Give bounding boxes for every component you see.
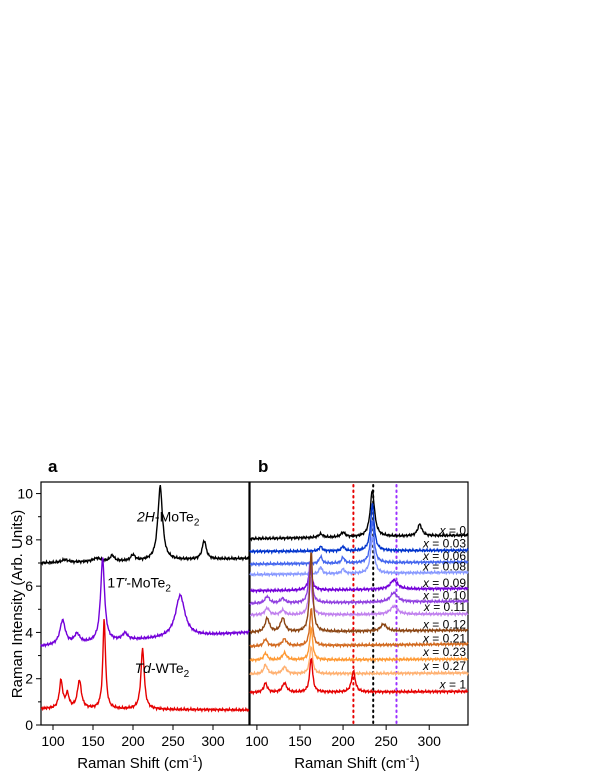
y-axis-label: Raman Intensity (Arb. Units)	[9, 510, 26, 698]
x-tick-label: 100	[245, 733, 269, 749]
panel-a-x-axis-label: Raman Shift (cm-1)	[77, 754, 203, 772]
series-line-12	[249, 657, 469, 696]
y-tick-label: 0	[25, 717, 33, 733]
series-line-6	[249, 561, 469, 607]
composition-label-5: x = 0.09	[422, 576, 466, 590]
composition-label-3: x = 0.06	[422, 549, 466, 563]
panel-a-curves	[40, 484, 250, 713]
composition-label-12: x = 1	[439, 678, 467, 692]
x-tick-label: 100	[41, 733, 65, 749]
panel-a-frame	[40, 481, 250, 726]
series-line-1	[249, 488, 469, 542]
x-tick-label: 200	[121, 733, 145, 749]
series-label-3: Td-WTe2	[135, 660, 190, 680]
series-line-7	[249, 576, 469, 618]
panel-b-series-labels: x = 0x = 0.03x = 0.06x = 0.08x = 0.09x =…	[422, 524, 466, 692]
panel-a-series-labels: 2H-MoTe2 1T'-MoTe2 Td-WTe2	[107, 508, 199, 680]
y-tick-label: 8	[25, 532, 33, 548]
composition-label-9: x = 0.21	[422, 631, 466, 645]
x-tick-label: 250	[161, 733, 185, 749]
panel-a-y-ticks: 0 2 4 6 8 10	[17, 486, 41, 733]
x-tick-label: 300	[201, 733, 225, 749]
panel-a-xlabel-sup: -1	[189, 754, 198, 765]
panel-b: b x = 0x = 0.03x = 0.06x = 0.08x = 0.09x…	[245, 457, 469, 772]
series-line-10	[249, 625, 469, 664]
series-line-5	[249, 568, 469, 594]
composition-label-2: x = 0.03	[422, 536, 466, 550]
composition-label-4: x = 0.08	[422, 560, 466, 574]
series-line-4	[249, 535, 469, 578]
composition-label-7: x = 0.11	[423, 600, 466, 614]
panel-a-x-ticks: 100 150 200 250 300	[41, 725, 225, 749]
x-tick-label: 250	[374, 733, 398, 749]
series-line-8	[249, 552, 469, 635]
composition-label-10: x = 0.23	[422, 645, 466, 659]
series-label-1: 2H-MoTe2	[136, 508, 200, 528]
x-tick-label: 150	[81, 733, 105, 749]
composition-label-11: x = 0.27	[422, 659, 466, 673]
y-tick-label: 6	[25, 578, 33, 594]
series-line-2	[249, 503, 469, 555]
series-line-3	[249, 520, 469, 568]
panel-b-x-axis-label: Raman Shift (cm-1)	[294, 754, 420, 772]
y-tick-label: 2	[25, 671, 33, 687]
x-tick-label: 150	[288, 733, 312, 749]
series-label-2: 1T'-MoTe2	[107, 574, 171, 594]
series-line-11	[249, 645, 469, 677]
series-line-3	[40, 619, 250, 713]
composition-label-1: x = 0	[439, 524, 467, 538]
panel-b-label: b	[258, 457, 268, 476]
x-tick-label: 300	[418, 733, 442, 749]
series-line-9	[249, 607, 469, 649]
y-tick-label: 4	[25, 624, 33, 640]
panel-b-reference-lines	[352, 484, 398, 726]
panel-a-xlabel-text: Raman Shift (cm	[77, 755, 189, 772]
panel-b-xlabel-text: Raman Shift (cm	[294, 755, 406, 772]
panel-b-x-ticks: 100 150 200 250 300	[245, 725, 441, 749]
panel-b-xlabel-sup: -1	[406, 754, 415, 765]
composition-label-6: x = 0.10	[422, 589, 466, 603]
series-line-2	[40, 557, 250, 648]
panel-b-curves	[249, 488, 469, 696]
y-tick-label: 10	[17, 486, 33, 502]
panel-a-label: a	[48, 457, 58, 476]
series-line-1	[40, 484, 250, 566]
x-tick-label: 200	[331, 733, 355, 749]
composition-label-8: x = 0.12	[422, 617, 466, 631]
